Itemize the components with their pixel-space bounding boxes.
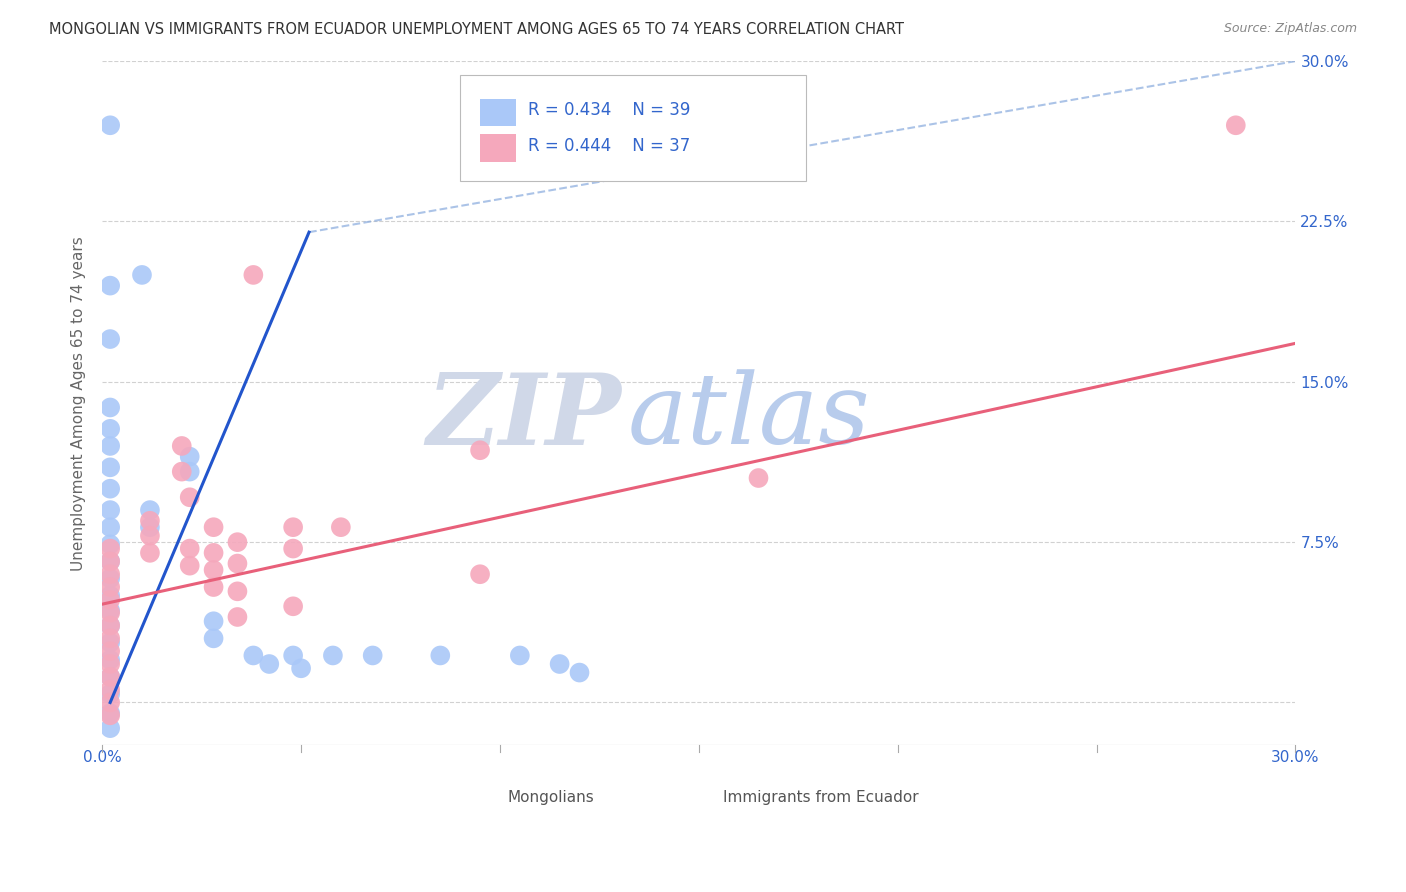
Point [98,632,121,646]
Point [226,535,249,549]
FancyBboxPatch shape [472,787,498,809]
Point [548,657,571,671]
Point [98,554,121,568]
Point [242,268,264,282]
Point [98,696,121,710]
Point [202,632,225,646]
Text: R = 0.444    N = 37: R = 0.444 N = 37 [529,137,690,155]
Point [226,584,249,599]
Point [98,682,121,697]
Point [202,580,225,594]
FancyBboxPatch shape [460,75,806,181]
Point [281,599,304,614]
Point [226,610,249,624]
Point [139,546,162,560]
Point [98,687,121,701]
Text: Source: ZipAtlas.com: Source: ZipAtlas.com [1223,22,1357,36]
Point [329,520,352,534]
Point [290,661,312,675]
Point [170,439,193,453]
Y-axis label: Unemployment Among Ages 65 to 74 years: Unemployment Among Ages 65 to 74 years [72,235,86,571]
FancyBboxPatch shape [481,99,516,126]
Point [98,589,121,603]
Point [98,520,121,534]
Point [98,593,121,607]
FancyBboxPatch shape [481,135,516,161]
Point [179,450,201,464]
Point [98,706,121,721]
Point [259,657,281,671]
Point [98,653,121,667]
Point [98,541,121,556]
Point [429,648,451,663]
Text: ZIP: ZIP [426,368,621,465]
Point [98,503,121,517]
Point [98,721,121,735]
Point [468,567,491,582]
Point [226,557,249,571]
Point [98,332,121,346]
Point [98,460,121,475]
Point [170,465,193,479]
Point [179,490,201,504]
Point [202,614,225,628]
Point [98,670,121,684]
Point [98,537,121,551]
Point [98,118,121,132]
Point [747,471,769,485]
Text: MONGOLIAN VS IMMIGRANTS FROM ECUADOR UNEMPLOYMENT AMONG AGES 65 TO 74 YEARS CORR: MONGOLIAN VS IMMIGRANTS FROM ECUADOR UNE… [49,22,904,37]
Point [179,465,201,479]
Point [98,708,121,723]
Point [139,520,162,534]
Point [509,648,531,663]
Point [281,541,304,556]
Point [1225,118,1247,132]
Point [98,422,121,436]
Point [98,618,121,632]
Point [468,443,491,458]
Point [242,648,264,663]
Text: R = 0.434    N = 39: R = 0.434 N = 39 [529,102,690,120]
Point [98,567,121,582]
Point [98,635,121,649]
Point [98,482,121,496]
Point [139,503,162,517]
Point [202,546,225,560]
Point [139,529,162,543]
Point [179,558,201,573]
Point [98,554,121,568]
FancyBboxPatch shape [688,787,713,809]
Point [202,563,225,577]
Text: Mongolians: Mongolians [508,790,595,805]
Point [98,670,121,684]
Point [179,541,201,556]
Point [98,580,121,594]
Point [281,520,304,534]
Point [98,618,121,632]
Point [98,657,121,671]
Point [98,644,121,658]
Point [98,401,121,415]
Point [98,439,121,453]
Text: atlas: atlas [627,369,870,465]
Point [131,268,153,282]
Point [322,648,344,663]
Point [281,648,304,663]
Point [98,606,121,620]
Point [98,278,121,293]
Point [98,603,121,617]
Point [98,572,121,586]
Point [568,665,591,680]
Text: Immigrants from Ecuador: Immigrants from Ecuador [723,790,918,805]
Point [202,520,225,534]
Point [139,514,162,528]
Point [361,648,384,663]
